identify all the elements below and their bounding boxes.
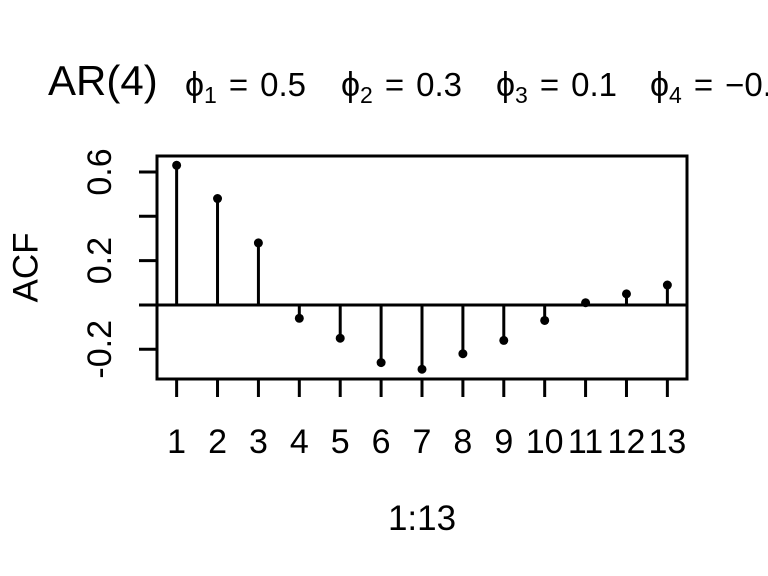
x-tick-label: 8: [453, 423, 472, 461]
acf-point: [253, 238, 263, 248]
acf-point: [540, 315, 550, 325]
title-model-label: AR(4): [48, 57, 158, 104]
acf-point: [294, 313, 304, 323]
title-param-phi4: ϕ4 = −0.: [650, 68, 768, 107]
acf-point: [662, 280, 672, 290]
x-tick-label: 9: [494, 423, 513, 461]
x-tick-label: 10: [526, 423, 564, 461]
x-tick-label: 11: [568, 423, 603, 461]
phi-symbol: ϕ: [650, 66, 670, 104]
y-tick-label: 0.2: [81, 237, 119, 284]
phi-value: −0.: [725, 66, 768, 103]
equals-sign: =: [539, 66, 560, 103]
x-tick-label: 1: [167, 423, 186, 461]
x-tick-label: 4: [290, 423, 309, 461]
acf-point: [417, 364, 427, 374]
phi-subscript: 2: [360, 82, 373, 108]
acf-point: [621, 289, 631, 299]
plot-title: AR(4) ϕ1 = 0.5 ϕ2 = 0.3 ϕ3 = 0.1 ϕ4 = −0.: [0, 0, 768, 130]
phi-subscript: 4: [669, 82, 682, 108]
equals-sign: =: [384, 66, 405, 103]
x-tick-label: 5: [331, 423, 350, 461]
acf-point: [213, 194, 223, 204]
phi-value: 0.1: [571, 66, 617, 103]
x-tick-label: 12: [608, 423, 646, 461]
y-tick-label: -0.2: [81, 320, 119, 379]
y-tick-label: 0.6: [81, 148, 119, 195]
x-tick-label: 3: [249, 423, 268, 461]
x-tick-label: 6: [372, 423, 391, 461]
title-param-phi3: ϕ3 = 0.1: [496, 68, 617, 107]
acf-point: [172, 160, 182, 170]
acf-point: [499, 335, 509, 345]
x-tick-label: 2: [208, 423, 227, 461]
equals-sign: =: [693, 66, 714, 103]
title-param-phi2: ϕ2 = 0.3: [341, 68, 462, 107]
phi-subscript: 3: [515, 82, 528, 108]
x-tick-label: 7: [413, 423, 432, 461]
y-axis-label: ACF: [6, 233, 45, 303]
equals-sign: =: [228, 66, 249, 103]
acf-point: [458, 349, 468, 359]
phi-subscript: 1: [204, 82, 217, 108]
acf-point: [376, 358, 386, 368]
acf-point: [581, 298, 591, 308]
phi-symbol: ϕ: [185, 66, 205, 104]
title-param-phi1: ϕ1 = 0.5: [185, 68, 306, 107]
phi-value: 0.3: [416, 66, 462, 103]
phi-symbol: ϕ: [341, 66, 361, 104]
acf-point: [335, 333, 345, 343]
phi-value: 0.5: [260, 66, 306, 103]
x-axis-label: 1:13: [388, 499, 456, 538]
x-tick-label: 13: [648, 423, 686, 461]
phi-symbol: ϕ: [496, 66, 516, 104]
